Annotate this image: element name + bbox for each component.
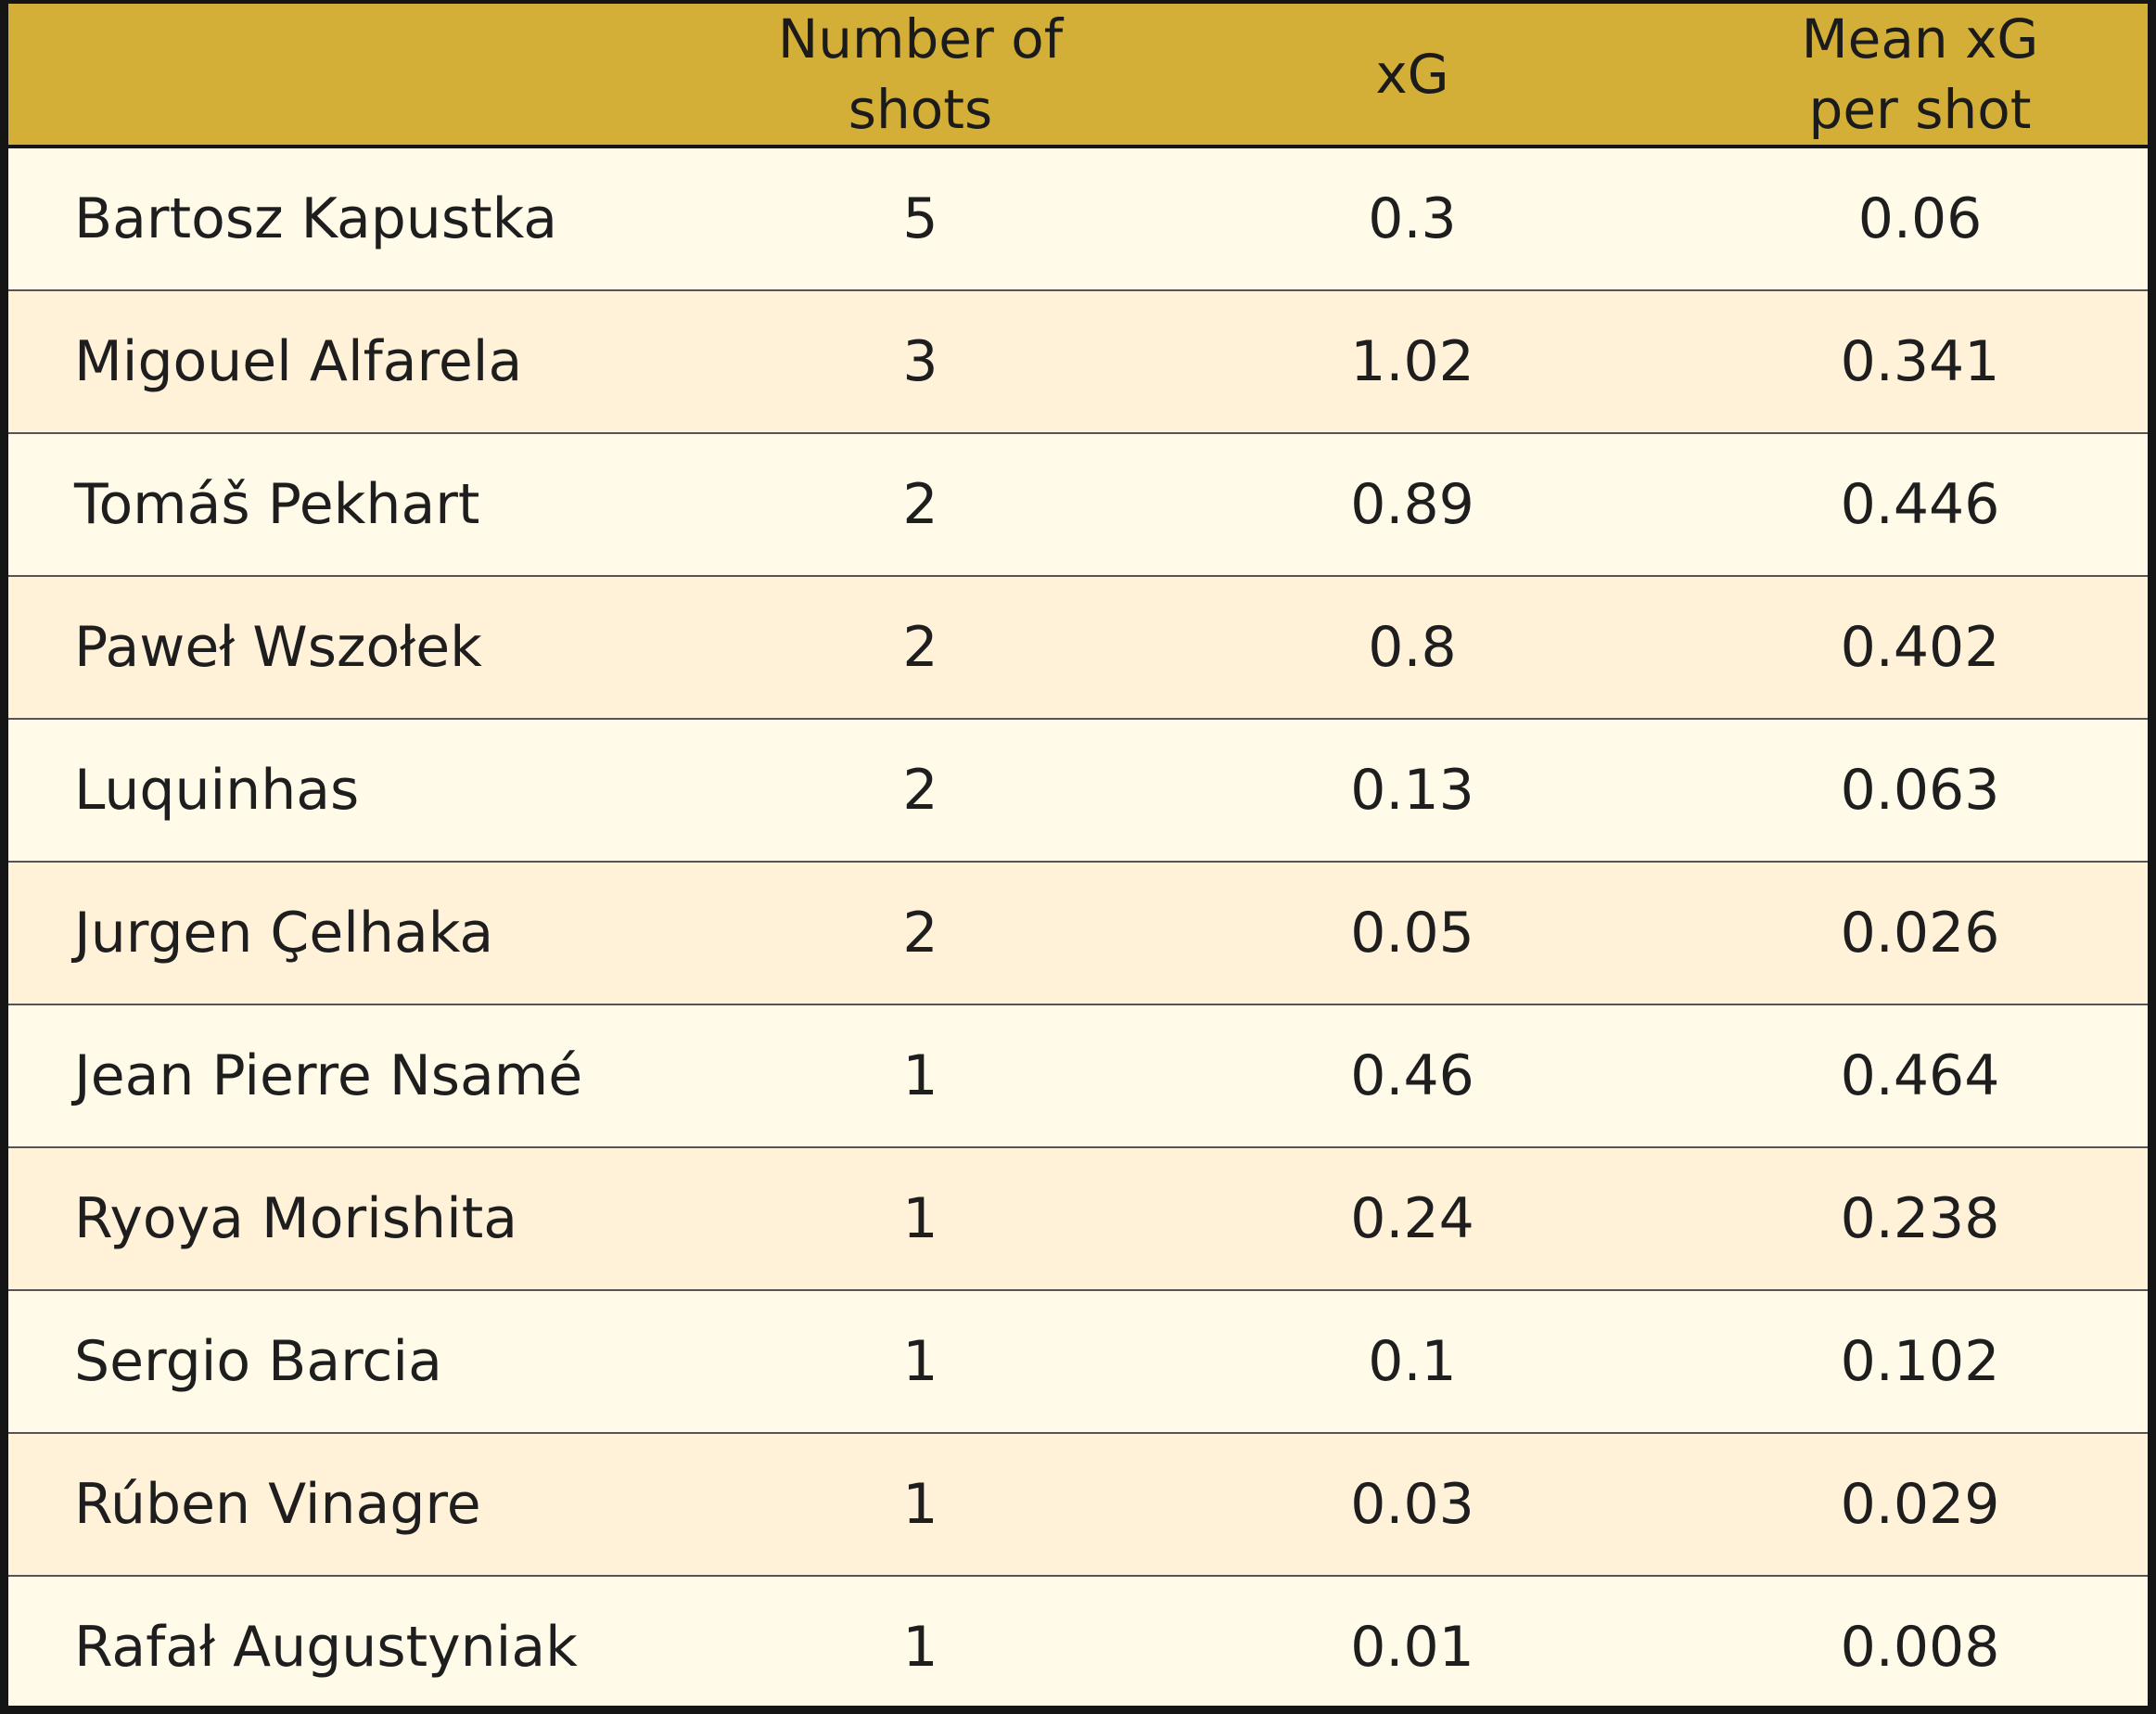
cell-mean-xg: 0.464 — [1692, 1004, 2148, 1148]
cell-mean-xg: 0.06 — [1692, 147, 2148, 291]
cell-shots: 2 — [708, 719, 1132, 863]
header-player — [8, 4, 708, 148]
cell-xg: 0.03 — [1132, 1433, 1692, 1577]
table-row: Sergio Barcia 1 0.1 0.102 — [8, 1290, 2148, 1434]
table-row: Migouel Alfarela 3 1.02 0.341 — [8, 290, 2148, 434]
cell-shots: 3 — [708, 290, 1132, 434]
table-row: Rafał Augustyniak 1 0.01 0.008 — [8, 1576, 2148, 1706]
cell-shots: 2 — [708, 433, 1132, 577]
table-row: Tomáš Pekhart 2 0.89 0.446 — [8, 433, 2148, 577]
table-row: Jurgen Çelhaka 2 0.05 0.026 — [8, 862, 2148, 1005]
cell-mean-xg: 0.008 — [1692, 1576, 2148, 1706]
cell-shots: 2 — [708, 862, 1132, 1005]
cell-player: Bartosz Kapustka — [8, 147, 708, 291]
cell-shots: 5 — [708, 147, 1132, 291]
cell-player: Migouel Alfarela — [8, 290, 708, 434]
cell-xg: 0.1 — [1132, 1290, 1692, 1434]
cell-mean-xg: 0.341 — [1692, 290, 2148, 434]
cell-mean-xg: 0.446 — [1692, 433, 2148, 577]
cell-mean-xg: 0.063 — [1692, 719, 2148, 863]
header-shots: Number of shots — [708, 4, 1132, 148]
cell-xg: 0.89 — [1132, 433, 1692, 577]
table-row: Rúben Vinagre 1 0.03 0.029 — [8, 1433, 2148, 1577]
shots-table: Number of shots xG Mean xG per shot Bart… — [8, 4, 2148, 1706]
header-row: Number of shots xG Mean xG per shot — [8, 4, 2148, 148]
cell-xg: 0.24 — [1132, 1147, 1692, 1291]
cell-player: Jean Pierre Nsamé — [8, 1004, 708, 1148]
cell-player: Rafał Augustyniak — [8, 1576, 708, 1706]
cell-xg: 0.8 — [1132, 576, 1692, 720]
cell-xg: 0.46 — [1132, 1004, 1692, 1148]
cell-player: Paweł Wszołek — [8, 576, 708, 720]
header-mean-line-2: per shot — [1808, 78, 2032, 141]
header-xg: xG — [1132, 4, 1692, 148]
cell-mean-xg: 0.402 — [1692, 576, 2148, 720]
cell-mean-xg: 0.026 — [1692, 862, 2148, 1005]
cell-xg: 0.3 — [1132, 147, 1692, 291]
table-row: Ryoya Morishita 1 0.24 0.238 — [8, 1147, 2148, 1291]
cell-shots: 1 — [708, 1290, 1132, 1434]
cell-player: Jurgen Çelhaka — [8, 862, 708, 1005]
cell-xg: 0.05 — [1132, 862, 1692, 1005]
cell-player: Ryoya Morishita — [8, 1147, 708, 1291]
cell-mean-xg: 0.102 — [1692, 1290, 2148, 1434]
cell-shots: 1 — [708, 1576, 1132, 1706]
header-mean-xg: Mean xG per shot — [1692, 4, 2148, 148]
table-row: Luquinhas 2 0.13 0.063 — [8, 719, 2148, 863]
cell-xg: 0.13 — [1132, 719, 1692, 863]
table-row: Jean Pierre Nsamé 1 0.46 0.464 — [8, 1004, 2148, 1148]
cell-xg: 1.02 — [1132, 290, 1692, 434]
cell-shots: 1 — [708, 1004, 1132, 1148]
cell-mean-xg: 0.238 — [1692, 1147, 2148, 1291]
cell-player: Rúben Vinagre — [8, 1433, 708, 1577]
header-mean-line-1: Mean xG — [1801, 7, 2039, 70]
cell-shots: 2 — [708, 576, 1132, 720]
header-shots-line-2: shots — [848, 78, 993, 141]
table-row: Paweł Wszołek 2 0.8 0.402 — [8, 576, 2148, 720]
cell-xg: 0.01 — [1132, 1576, 1692, 1706]
table-body: Bartosz Kapustka 5 0.3 0.06 Migouel Alfarela… — [8, 147, 2148, 1706]
cell-shots: 1 — [708, 1433, 1132, 1577]
cell-player: Sergio Barcia — [8, 1290, 708, 1434]
cell-shots: 1 — [708, 1147, 1132, 1291]
cell-player: Luquinhas — [8, 719, 708, 863]
header-shots-line-1: Number of — [777, 7, 1064, 70]
cell-mean-xg: 0.029 — [1692, 1433, 2148, 1577]
cell-player: Tomáš Pekhart — [8, 433, 708, 577]
table-row: Bartosz Kapustka 5 0.3 0.06 — [8, 147, 2148, 291]
